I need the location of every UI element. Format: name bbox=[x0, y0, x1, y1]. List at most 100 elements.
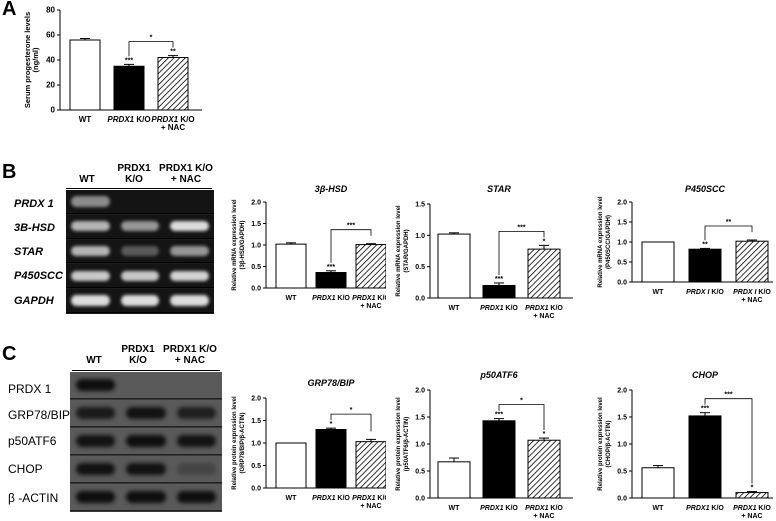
gel-b-band bbox=[71, 196, 110, 207]
bar bbox=[527, 248, 561, 299]
y-tick-label: 0.0 bbox=[617, 280, 627, 287]
y-tick-label: 0.5 bbox=[415, 469, 425, 476]
x-tick-label: PRDX1 K/O bbox=[480, 505, 518, 512]
panel-letter-b: B bbox=[2, 161, 17, 183]
chart-title: CHOP bbox=[692, 370, 719, 380]
y-tick-label: 2.0 bbox=[251, 200, 261, 207]
bar bbox=[355, 441, 386, 489]
bar bbox=[527, 439, 561, 499]
blot-c-lane-underline bbox=[72, 370, 220, 371]
gel-b-band bbox=[170, 295, 209, 306]
gel-b-band bbox=[71, 295, 110, 306]
y-tick-label: 0.5 bbox=[415, 264, 425, 271]
blot-c-band bbox=[75, 407, 116, 419]
x-tick-label: PRDX1 K/O bbox=[525, 305, 563, 312]
x-tick-label: PRDX1 K/O bbox=[352, 295, 386, 302]
bracket-label: *** bbox=[724, 392, 732, 399]
y-axis-label: (3β-HSD/GAPDH) bbox=[240, 221, 246, 270]
bar bbox=[355, 244, 386, 289]
y-tick-label: 0.0 bbox=[251, 286, 261, 293]
bracket-label: *** bbox=[517, 224, 525, 231]
significance-mark: ** bbox=[702, 241, 708, 248]
gel-b-band bbox=[120, 295, 160, 306]
panel-letter-a: A bbox=[2, 0, 17, 20]
x-tick-label: PRDX1 K/O bbox=[312, 295, 350, 302]
bar bbox=[275, 243, 307, 289]
y-tick-label: 0.0 bbox=[415, 296, 425, 303]
chart-chop-protein: CHOP Relative protein expression level (CH… bbox=[598, 370, 773, 520]
chart-p50atf6-protein: p50ATF6 Relative protein expression level… bbox=[396, 370, 573, 520]
significance-mark: *** bbox=[327, 264, 335, 271]
significance-bracket bbox=[330, 229, 372, 263]
bracket-label: * bbox=[350, 407, 353, 414]
gel-b-row bbox=[66, 190, 214, 214]
y-axis-label: Relative mRNA expression level bbox=[396, 205, 402, 296]
gel-b-row-label: P450SCC bbox=[14, 270, 63, 282]
significance-mark: *** bbox=[125, 57, 133, 64]
significance-bracket bbox=[330, 413, 372, 432]
gel-b-band bbox=[71, 220, 110, 232]
bar bbox=[735, 240, 769, 283]
x-tick-label: PRDX1 K/O bbox=[480, 305, 518, 312]
blot-c-band bbox=[75, 463, 116, 475]
y-tick-label: 60 bbox=[46, 31, 55, 40]
bar bbox=[275, 442, 307, 489]
y-axis-label: (p50ATF6/β-ACTIN) bbox=[404, 417, 410, 472]
y-tick-label: 1.5 bbox=[415, 202, 425, 209]
significance-mark: *** bbox=[495, 412, 503, 419]
x-tick-label: PRDX1 K/O bbox=[686, 505, 724, 512]
gel-b-row-label: STAR bbox=[14, 246, 44, 258]
gel-b-band bbox=[120, 220, 160, 232]
gel-b-lane-ko: PRDX1 K/O bbox=[117, 163, 151, 185]
y-axis-label: Serum progesterone levels bbox=[23, 12, 32, 108]
blot-c-band bbox=[126, 435, 166, 447]
blot-c-band bbox=[126, 407, 166, 419]
y-tick-label: 80 bbox=[46, 6, 55, 15]
y-axis-label: Relative protein expression level bbox=[598, 397, 604, 491]
y-tick-label: 1.0 bbox=[617, 442, 627, 449]
blot-c-band bbox=[176, 407, 217, 419]
bracket-label: * bbox=[150, 35, 153, 42]
y-tick-label: 0 bbox=[51, 106, 56, 115]
y-tick-label: 0.0 bbox=[415, 496, 425, 503]
x-tick-label: WT bbox=[286, 295, 298, 302]
x-tick-label: + NAC bbox=[161, 123, 185, 132]
y-tick-label: 20 bbox=[46, 81, 55, 90]
x-tick-label: WT bbox=[449, 305, 461, 312]
significance-bracket bbox=[128, 41, 174, 57]
blot-c-band bbox=[126, 463, 166, 475]
y-tick-label: 2.0 bbox=[617, 388, 627, 395]
y-axis-label: (STAR/GAPDH) bbox=[404, 229, 410, 272]
x-tick-label: WT bbox=[286, 495, 298, 502]
chart-title: GRP78/BIP bbox=[307, 378, 355, 388]
bar bbox=[315, 272, 347, 289]
x-tick-label: PRDX1 K/O bbox=[733, 505, 771, 512]
x-tick-label: PRDX1 K/O bbox=[312, 495, 350, 502]
significance-bracket bbox=[704, 225, 753, 241]
blot-c-band bbox=[176, 491, 217, 503]
x-tick-label: + NAC bbox=[533, 313, 554, 320]
bar bbox=[315, 429, 347, 489]
bar bbox=[688, 415, 722, 499]
bar bbox=[482, 284, 516, 299]
y-tick-label: 2.0 bbox=[251, 396, 261, 403]
y-tick-label: 1.0 bbox=[251, 243, 261, 250]
significance-mark: * bbox=[543, 238, 546, 245]
significance-mark: * bbox=[330, 421, 333, 428]
gel-b-band bbox=[71, 270, 110, 281]
gel-b-band bbox=[120, 245, 160, 257]
y-tick-label: 1.5 bbox=[617, 220, 627, 227]
y-axis-label: Relative mRNA expression level bbox=[232, 199, 238, 290]
bracket-label: * bbox=[520, 398, 523, 405]
blot-c-row-label: CHOP bbox=[8, 462, 43, 476]
blot-c-row-label: PRDX 1 bbox=[8, 382, 52, 396]
x-tick-label: + NAC bbox=[360, 503, 381, 510]
blot-c-lane-ko-nac: PRDX1 K/O + NAC bbox=[163, 344, 217, 366]
blot-c-band bbox=[176, 463, 217, 475]
panel-letter-c: C bbox=[2, 343, 17, 365]
y-tick-label: 1.5 bbox=[251, 418, 261, 425]
y-tick-label: 1.5 bbox=[415, 415, 425, 422]
x-tick-label: + NAC bbox=[360, 303, 381, 310]
chart-3b-hsd-mrna: 3β-HSD Relative mRNA expression level (3β-… bbox=[232, 184, 386, 310]
gel-b-band bbox=[170, 270, 209, 281]
